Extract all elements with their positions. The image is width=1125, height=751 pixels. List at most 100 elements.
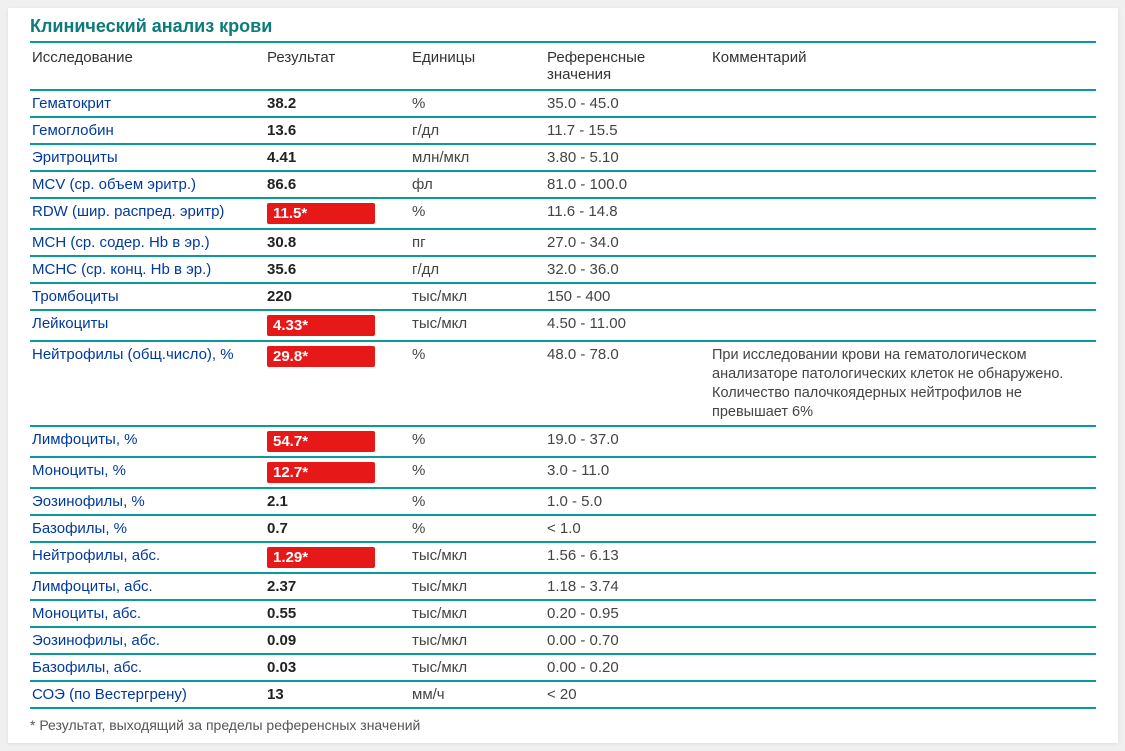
cell-ref: 3.0 - 11.0	[545, 457, 710, 488]
cell-result: 30.8	[265, 229, 410, 256]
table-row: Лимфоциты, абс.2.37тыс/мкл1.18 - 3.74	[30, 573, 1096, 600]
result-value: 0.09	[267, 632, 296, 649]
cell-comment	[710, 198, 1096, 229]
cell-result: 38.2	[265, 90, 410, 117]
table-header-row: Исследование Результат Единицы Референсн…	[30, 43, 1096, 90]
cell-unit: тыс/мкл	[410, 542, 545, 573]
cell-ref: 0.00 - 0.20	[545, 654, 710, 681]
result-value: 2.1	[267, 493, 288, 510]
cell-unit: тыс/мкл	[410, 310, 545, 341]
result-flagged: 11.5*	[267, 203, 375, 224]
cell-name: Эозинофилы, абс.	[30, 627, 265, 654]
cell-ref: 150 - 400	[545, 283, 710, 310]
cell-unit: фл	[410, 171, 545, 198]
cell-name: Нейтрофилы, абс.	[30, 542, 265, 573]
cell-result: 11.5*	[265, 198, 410, 229]
result-value: 35.6	[267, 261, 296, 278]
cell-ref: 11.6 - 14.8	[545, 198, 710, 229]
cell-unit: тыс/мкл	[410, 654, 545, 681]
cell-name: MCV (ср. объем эритр.)	[30, 171, 265, 198]
table-row: Эозинофилы, абс.0.09тыс/мкл0.00 - 0.70	[30, 627, 1096, 654]
cell-name: MCH (ср. содер. Hb в эр.)	[30, 229, 265, 256]
cell-unit: г/дл	[410, 256, 545, 283]
cell-comment	[710, 600, 1096, 627]
report-sheet: Клинический анализ крови Исследование Ре…	[8, 8, 1118, 743]
result-flagged: 1.29*	[267, 547, 375, 568]
cell-comment	[710, 515, 1096, 542]
result-value: 86.6	[267, 176, 296, 193]
cell-name: Тромбоциты	[30, 283, 265, 310]
cell-unit: %	[410, 341, 545, 426]
cell-ref: 35.0 - 45.0	[545, 90, 710, 117]
cell-ref: 19.0 - 37.0	[545, 426, 710, 457]
result-value: 13.6	[267, 122, 296, 139]
result-flagged: 12.7*	[267, 462, 375, 483]
table-row: Лимфоциты, %54.7*%19.0 - 37.0	[30, 426, 1096, 457]
cell-comment	[710, 426, 1096, 457]
result-value: 0.55	[267, 605, 296, 622]
cell-result: 4.41	[265, 144, 410, 171]
cell-result: 2.1	[265, 488, 410, 515]
cell-name: MCHC (ср. конц. Hb в эр.)	[30, 256, 265, 283]
table-row: СОЭ (по Вестергрену)13мм/ч< 20	[30, 681, 1096, 708]
cell-ref: 81.0 - 100.0	[545, 171, 710, 198]
footnote: * Результат, выходящий за пределы рефере…	[30, 709, 1096, 733]
cell-name: Лейкоциты	[30, 310, 265, 341]
result-value: 4.41	[267, 149, 296, 166]
cell-comment	[710, 117, 1096, 144]
cell-name: Гемоглобин	[30, 117, 265, 144]
cell-unit: млн/мкл	[410, 144, 545, 171]
cell-comment	[710, 144, 1096, 171]
table-row: RDW (шир. распред. эритр)11.5*%11.6 - 14…	[30, 198, 1096, 229]
cell-name: Лимфоциты, абс.	[30, 573, 265, 600]
cell-comment	[710, 542, 1096, 573]
cell-result: 13	[265, 681, 410, 708]
table-row: MCH (ср. содер. Hb в эр.)30.8пг27.0 - 34…	[30, 229, 1096, 256]
result-value: 38.2	[267, 95, 296, 112]
cell-comment: При исследовании крови на гематологическ…	[710, 341, 1096, 426]
table-row: Базофилы, абс.0.03тыс/мкл0.00 - 0.20	[30, 654, 1096, 681]
table-body: Гематокрит38.2%35.0 - 45.0Гемоглобин13.6…	[30, 90, 1096, 708]
cell-ref: 1.56 - 6.13	[545, 542, 710, 573]
result-flagged: 29.8*	[267, 346, 375, 367]
table-row: Тромбоциты220тыс/мкл150 - 400	[30, 283, 1096, 310]
result-flagged: 4.33*	[267, 315, 375, 336]
cell-name: Эритроциты	[30, 144, 265, 171]
cell-ref: 1.18 - 3.74	[545, 573, 710, 600]
result-value: 13	[267, 686, 284, 703]
results-table: Исследование Результат Единицы Референсн…	[30, 43, 1096, 709]
table-row: Базофилы, %0.7%< 1.0	[30, 515, 1096, 542]
cell-unit: г/дл	[410, 117, 545, 144]
table-row: Гематокрит38.2%35.0 - 45.0	[30, 90, 1096, 117]
cell-ref: 0.00 - 0.70	[545, 627, 710, 654]
cell-unit: %	[410, 515, 545, 542]
cell-ref: 48.0 - 78.0	[545, 341, 710, 426]
cell-result: 0.09	[265, 627, 410, 654]
cell-name: Лимфоциты, %	[30, 426, 265, 457]
cell-unit: %	[410, 198, 545, 229]
cell-comment	[710, 310, 1096, 341]
cell-name: Базофилы, абс.	[30, 654, 265, 681]
cell-result: 0.03	[265, 654, 410, 681]
cell-comment	[710, 488, 1096, 515]
cell-name: Эозинофилы, %	[30, 488, 265, 515]
cell-comment	[710, 229, 1096, 256]
cell-comment	[710, 256, 1096, 283]
result-flagged: 54.7*	[267, 431, 375, 452]
col-header-unit: Единицы	[410, 43, 545, 90]
cell-ref: 4.50 - 11.00	[545, 310, 710, 341]
cell-result: 86.6	[265, 171, 410, 198]
cell-comment	[710, 627, 1096, 654]
table-row: Нейтрофилы (общ.число), %29.8*%48.0 - 78…	[30, 341, 1096, 426]
cell-name: Гематокрит	[30, 90, 265, 117]
cell-result: 35.6	[265, 256, 410, 283]
table-row: Гемоглобин13.6г/дл11.7 - 15.5	[30, 117, 1096, 144]
table-row: Эритроциты4.41млн/мкл3.80 - 5.10	[30, 144, 1096, 171]
cell-name: RDW (шир. распред. эритр)	[30, 198, 265, 229]
col-header-comment: Комментарий	[710, 43, 1096, 90]
cell-name: СОЭ (по Вестергрену)	[30, 681, 265, 708]
cell-result: 4.33*	[265, 310, 410, 341]
cell-unit: мм/ч	[410, 681, 545, 708]
cell-comment	[710, 283, 1096, 310]
table-row: Эозинофилы, %2.1%1.0 - 5.0	[30, 488, 1096, 515]
